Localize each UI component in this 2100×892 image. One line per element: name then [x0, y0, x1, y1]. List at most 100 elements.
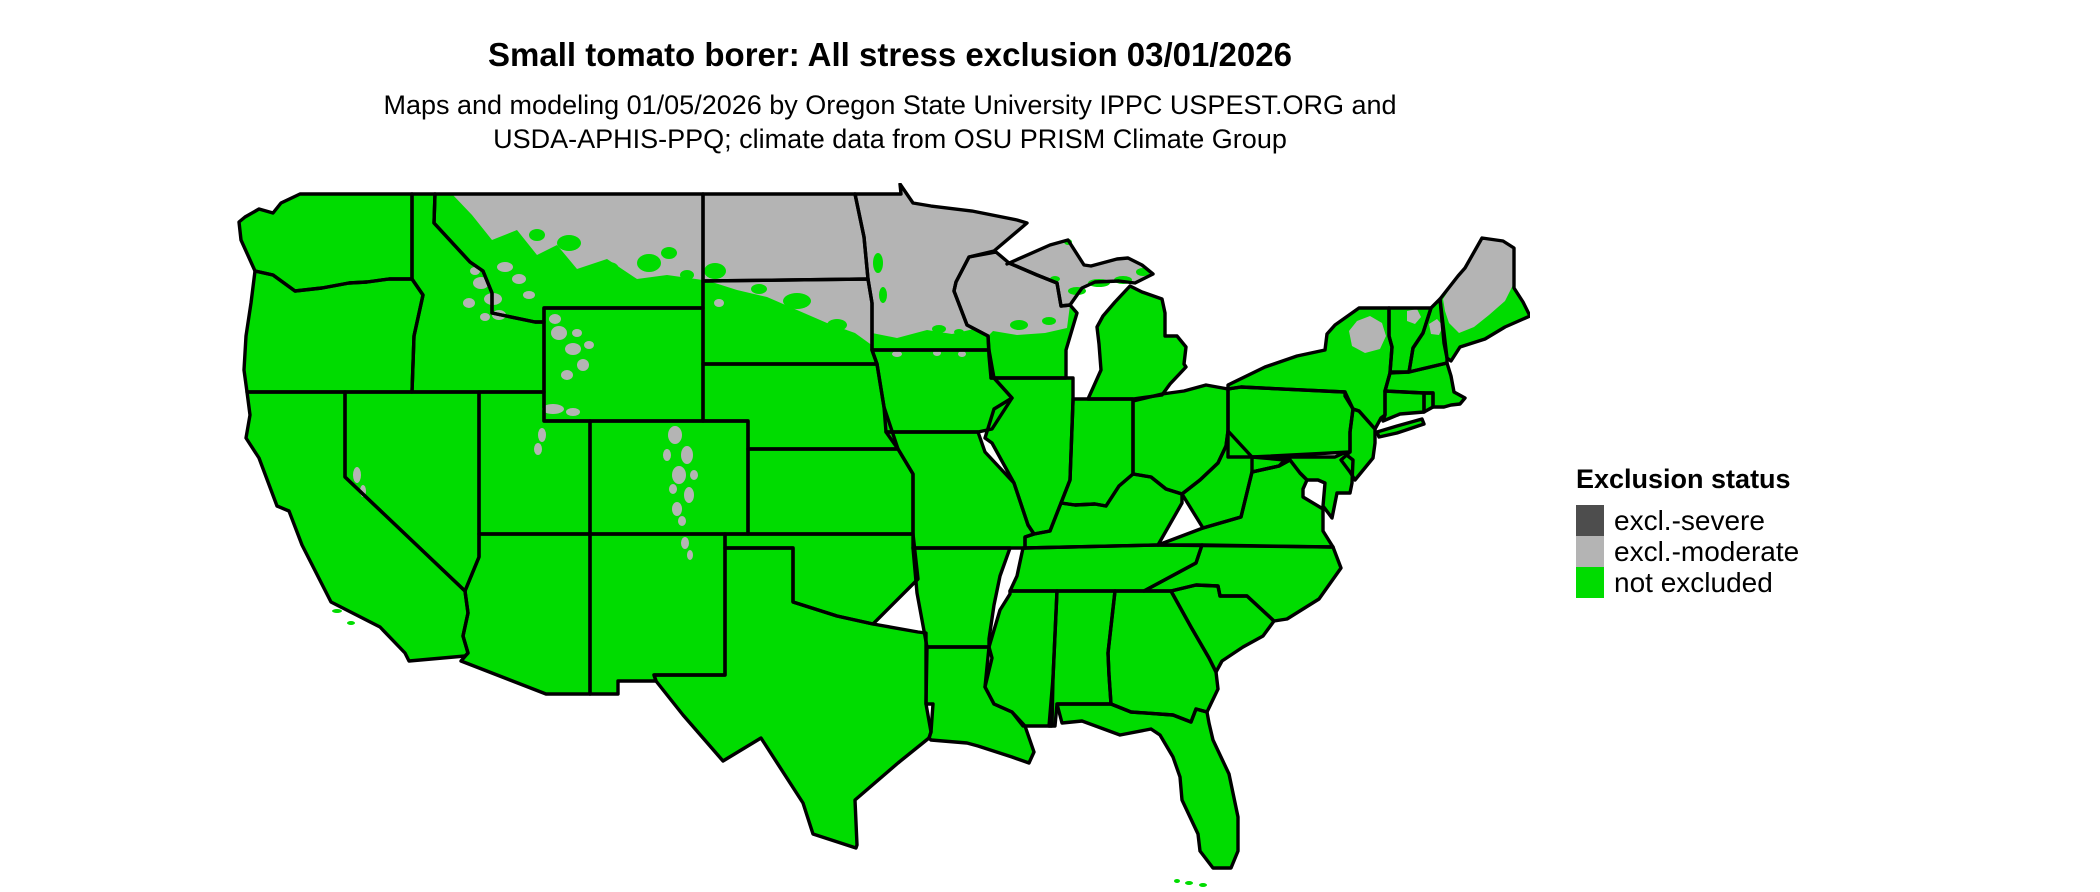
state-fill-il	[985, 378, 1073, 534]
severe-label: excl.-severe	[1614, 504, 1765, 536]
legend: Exclusion status excl.-severe excl.-mode…	[1576, 464, 1799, 598]
state-fill-vt	[1389, 308, 1431, 372]
state-fill-ut	[479, 392, 590, 534]
gray-speckle-36	[714, 299, 724, 307]
gray-speckle-16	[542, 404, 564, 414]
legend-item-not-excluded: not excluded	[1576, 567, 1799, 598]
state-fill-wv	[1182, 431, 1290, 528]
gray-speckle-2	[463, 298, 475, 308]
state-fill-ga	[1108, 591, 1218, 722]
state-fill-li	[1377, 419, 1424, 437]
gray-speckle-14	[584, 341, 594, 349]
green-patch-10	[873, 253, 883, 273]
state-fill-al	[1049, 591, 1115, 726]
gray-speckle-12	[561, 370, 573, 380]
state-fill-la	[926, 647, 1034, 763]
green-patch-23	[347, 621, 355, 625]
gray-speckle-29	[353, 467, 361, 483]
gray-speckle-28	[678, 516, 686, 526]
green-patch-15	[1042, 317, 1056, 325]
state-fill-wy	[544, 308, 703, 421]
gray-speckle-26	[690, 470, 698, 480]
gray-speckle-18	[538, 428, 546, 442]
green-patch-5	[680, 270, 694, 280]
map-subtitle: Maps and modeling 01/05/2026 by Oregon S…	[0, 88, 1780, 156]
state-border-tx	[652, 546, 933, 850]
state-border-li	[1375, 417, 1426, 439]
state-fill-ms	[985, 591, 1057, 726]
state-fill-or	[244, 271, 423, 392]
green-patch-3	[529, 229, 545, 241]
gray-speckle-15	[572, 329, 582, 337]
green-patch-1	[599, 262, 619, 276]
legend-item-moderate: excl.-moderate	[1576, 536, 1799, 567]
green-patch-12	[932, 325, 946, 333]
gray-speckle-13	[549, 314, 561, 324]
state-border-nc	[1142, 543, 1343, 623]
state-border-md	[1250, 451, 1355, 520]
gray-speckle-27	[669, 484, 677, 494]
state-fill-fl	[1057, 704, 1238, 868]
state-fill-oh	[1133, 385, 1228, 494]
gray-white-mountains	[1429, 319, 1443, 335]
green-patch-4	[661, 247, 677, 259]
gray-north-maine	[1443, 238, 1514, 333]
state-fill-ia	[872, 350, 1012, 432]
gray-speckle-20	[668, 426, 682, 444]
state-border-ri	[1422, 391, 1435, 414]
state-fill-az	[461, 534, 590, 694]
state-fill-in	[1061, 399, 1133, 506]
state-fill-ca	[246, 392, 468, 661]
state-fill-nv	[345, 392, 479, 591]
gray-speckle-22	[672, 466, 686, 484]
moderate-swatch	[1576, 536, 1604, 567]
state-fill-ma	[1385, 363, 1465, 407]
state-fill-ne	[703, 364, 898, 449]
gray-speckle-4	[480, 313, 490, 321]
legend-title: Exclusion status	[1576, 464, 1791, 494]
state-fill-md	[1252, 453, 1353, 518]
gray-speckle-31	[681, 537, 689, 549]
green-patch-9	[751, 284, 767, 294]
gray-speckle-6	[512, 274, 526, 284]
not-excluded-label: not excluded	[1614, 566, 1773, 598]
green-patch-2	[637, 254, 661, 272]
gray-speckle-9	[551, 326, 567, 340]
green-patch-11	[879, 287, 887, 303]
state-border-ar	[911, 546, 1012, 649]
map-subtitle-line1: Maps and modeling 01/05/2026 by Oregon S…	[383, 90, 1397, 120]
gray-speckle-24	[672, 502, 682, 516]
state-fill-mo	[886, 432, 1034, 548]
gray-minnesota	[855, 184, 1027, 338]
gray-speckle-7	[523, 291, 535, 299]
state-border-mil	[1086, 284, 1188, 401]
state-fill-nj	[1341, 409, 1375, 480]
moderate-label: excl.-moderate	[1614, 535, 1800, 567]
conus-map-svg	[237, 183, 1530, 887]
state-fill-ky	[1025, 474, 1182, 548]
state-border-ia	[870, 348, 1014, 434]
state-fill-nm	[590, 534, 725, 694]
gray-north-wisconsin	[954, 252, 1070, 336]
state-fill-mil	[1088, 286, 1186, 399]
gray-north-dakota	[703, 194, 868, 281]
state-fill-nh	[1409, 299, 1447, 372]
gray-adirondacks	[1349, 316, 1386, 353]
state-border-miu	[1005, 238, 1155, 308]
gray-speckle-33	[892, 351, 902, 357]
green-patch-0	[557, 235, 581, 251]
state-border-me	[1438, 236, 1530, 363]
gray-speckle-19	[534, 443, 542, 455]
map-title: Small tomato borer: All stress exclusion…	[488, 36, 1292, 73]
gray-speckle-5	[497, 262, 513, 272]
state-border-ky	[1023, 472, 1184, 550]
green-patch-24	[1174, 879, 1180, 883]
not-excluded-swatch	[1576, 567, 1604, 598]
state-fill-pa	[1228, 387, 1353, 457]
state-fill-ks	[748, 449, 913, 534]
gray-upper-peninsula	[1007, 240, 1153, 306]
green-patch-25	[1185, 881, 1193, 885]
state-border-fl	[1055, 702, 1240, 870]
legend-item-severe: excl.-severe	[1576, 505, 1799, 536]
